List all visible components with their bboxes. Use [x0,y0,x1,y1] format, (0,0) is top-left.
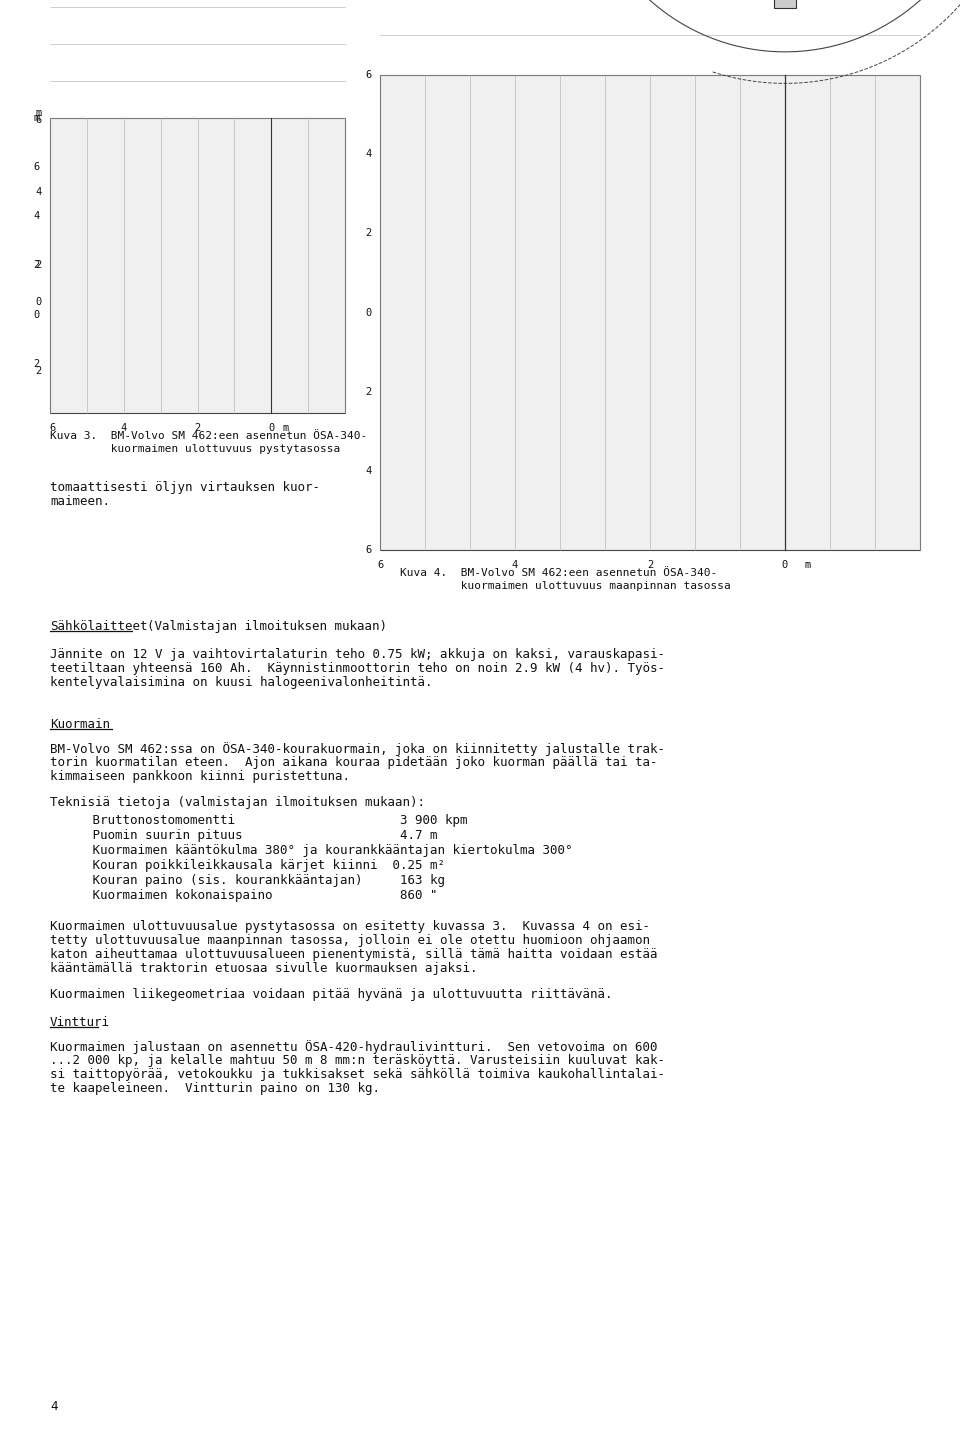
Text: 2: 2 [34,260,40,270]
Text: 0: 0 [781,560,788,570]
Text: Kouran paino (sis. kourankkääntajan): Kouran paino (sis. kourankkääntajan) [70,874,363,887]
Text: m: m [282,422,288,433]
Text: torin kuormatilan eteen.  Ajon aikana kouraa pidetään joko kuorman päällä tai ta: torin kuormatilan eteen. Ajon aikana kou… [50,756,658,769]
Text: 2: 2 [366,228,372,239]
Text: tetty ulottuvuusalue maanpinnan tasossa, jolloin ei ole otettu huomioon ohjaamon: tetty ulottuvuusalue maanpinnan tasossa,… [50,934,650,947]
Text: Kuormaimen ulottuvuusalue pystytasossa on esitetty kuvassa 3.  Kuvassa 4 on esi-: Kuormaimen ulottuvuusalue pystytasossa o… [50,920,650,933]
Text: 6: 6 [34,162,40,172]
Bar [774,0,796,7]
Text: Jännite on 12 V ja vaihtovirtalaturin teho 0.75 kW; akkuja on kaksi, varauskapas: Jännite on 12 V ja vaihtovirtalaturin te… [50,648,665,661]
Text: maimeen.: maimeen. [50,494,110,509]
Text: 4: 4 [366,149,372,160]
Text: 4: 4 [50,1400,58,1413]
Text: 4: 4 [34,211,40,221]
Text: 6: 6 [366,545,372,555]
Text: m: m [34,114,40,124]
Text: 4: 4 [121,422,127,433]
Text: 2: 2 [366,387,372,397]
Text: (Valmistajan ilmoituksen mukaan): (Valmistajan ilmoituksen mukaan) [132,619,387,634]
Text: Bruttonostomomentti: Bruttonostomomentti [70,813,235,828]
Text: m: m [36,108,42,118]
Text: m: m [804,560,810,570]
Text: kuormaimen ulottuvuus pystytasossa: kuormaimen ulottuvuus pystytasossa [50,444,340,454]
Text: kimmaiseen pankkoon kiinni puristettuna.: kimmaiseen pankkoon kiinni puristettuna. [50,770,350,783]
Text: te kaapeleineen.  Vintturin paino on 130 kg.: te kaapeleineen. Vintturin paino on 130 … [50,1082,380,1095]
Text: 0: 0 [36,297,42,308]
Text: 2: 2 [34,359,40,369]
Text: kentelyvalaisimina on kuusi halogeenivalonheitintä.: kentelyvalaisimina on kuusi halogeenival… [50,675,433,688]
Text: kuormaimen ulottuvuus maanpinnan tasossa: kuormaimen ulottuvuus maanpinnan tasossa [400,581,731,591]
Bar [50,118,345,412]
Text: BM-Volvo SM 462:ssa on ÖSA-340-kourakuormain, joka on kiinnitetty jalustalle tra: BM-Volvo SM 462:ssa on ÖSA-340-kourakuor… [50,741,665,756]
Text: 4: 4 [366,466,372,476]
Text: 2: 2 [194,422,201,433]
Text: si taittopyörää, vetokoukku ja tukkisakset sekä sähköllä toimiva kaukohallintala: si taittopyörää, vetokoukku ja tukkisaks… [50,1068,665,1081]
Text: 0: 0 [366,308,372,318]
Text: Vintturi: Vintturi [50,1016,110,1029]
Text: Kuormaimen jalustaan on asennettu ÖSA-420-hydraulivintturi.  Sen vetovoima on 60: Kuormaimen jalustaan on asennettu ÖSA-42… [50,1040,658,1053]
Text: 2: 2 [36,260,42,270]
Text: Puomin suurin pituus: Puomin suurin pituus [70,829,243,842]
Text: Kuva 4.  BM-Volvo SM 462:een asennetun ÖSA-340-: Kuva 4. BM-Volvo SM 462:een asennetun ÖS… [400,568,717,578]
Text: Kuva 3.  BM-Volvo SM 462:een asennetun ÖSA-340-: Kuva 3. BM-Volvo SM 462:een asennetun ÖS… [50,431,368,441]
Bar [380,75,920,550]
Text: katon aiheuttamaa ulottuvuusalueen pienentymistä, sillä tämä haitta voidaan estä: katon aiheuttamaa ulottuvuusalueen piene… [50,948,658,961]
Text: Sähkölaitteet: Sähkölaitteet [50,619,148,634]
Text: 6: 6 [36,115,42,125]
Text: 4.7 m: 4.7 m [400,829,438,842]
Text: Kuormaimen kääntökulma 380° ja kourankkääntajan kiertokulma 300°: Kuormaimen kääntökulma 380° ja kourankkä… [70,844,572,856]
Text: ...2 000 kp, ja kelalle mahtuu 50 m 8 mm:n teräsköyttä. Varusteisiin kuuluvat ka: ...2 000 kp, ja kelalle mahtuu 50 m 8 mm… [50,1053,665,1068]
Text: teetiltaan yhteensä 160 Ah.  Käynnistinmoottorin teho on noin 2.9 kW (4 hv). Työ: teetiltaan yhteensä 160 Ah. Käynnistinmo… [50,662,665,675]
Text: Kuormaimen kokonaispaino: Kuormaimen kokonaispaino [70,890,273,902]
Text: 6: 6 [49,422,55,433]
Text: 2: 2 [36,366,42,376]
Text: 6: 6 [377,560,383,570]
Text: 4: 4 [512,560,518,570]
Text: Teknisiä tietoja (valmistajan ilmoituksen mukaan):: Teknisiä tietoja (valmistajan ilmoitukse… [50,796,425,809]
Text: kääntämällä traktorin etuosaa sivulle kuormauksen ajaksi.: kääntämällä traktorin etuosaa sivulle ku… [50,961,477,974]
Text: Kuormain: Kuormain [50,718,110,731]
Text: 6: 6 [366,70,372,80]
Text: 2: 2 [647,560,653,570]
Text: 0: 0 [268,422,275,433]
Text: tomaattisesti öljyn virtauksen kuor-: tomaattisesti öljyn virtauksen kuor- [50,481,320,494]
Text: Kuormaimen liikegeometriaa voidaan pitää hyvänä ja ulottuvuutta riittävänä.: Kuormaimen liikegeometriaa voidaan pitää… [50,989,612,1002]
Text: 163 kg: 163 kg [400,874,445,887]
Text: 0: 0 [34,309,40,319]
Text: 860 ": 860 " [400,890,438,902]
Text: 4: 4 [36,187,42,197]
Text: Kouran poikkileikkausala kärjet kiinni  0.25 m²: Kouran poikkileikkausala kärjet kiinni 0… [70,859,445,872]
Text: 3 900 kpm: 3 900 kpm [400,813,468,828]
